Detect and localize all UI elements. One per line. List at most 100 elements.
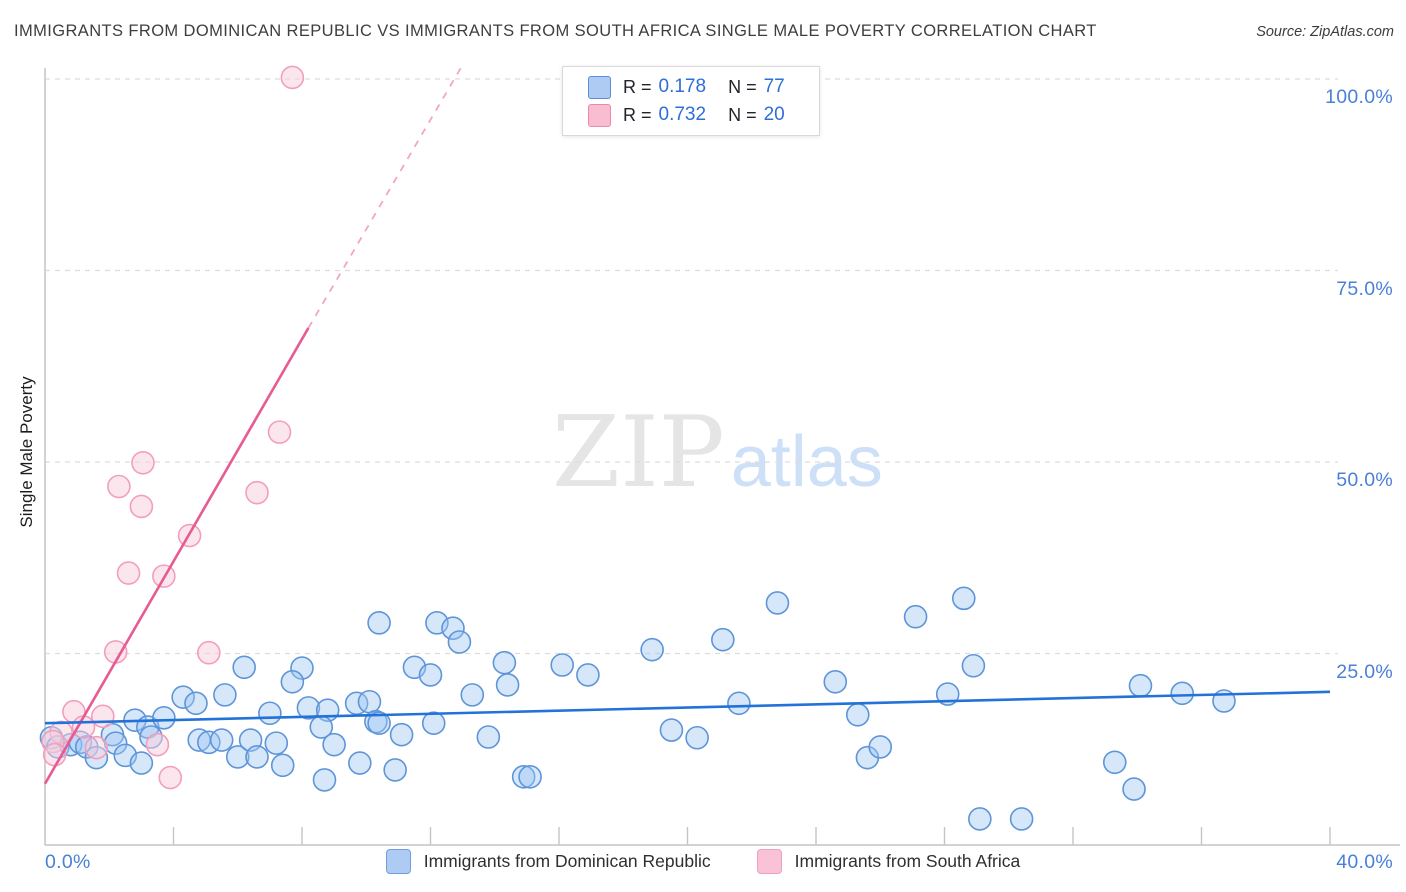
scatter-point-dominican-republic — [903, 604, 928, 629]
scatter-point-dominican-republic — [348, 751, 372, 775]
blue-trend-line — [44, 690, 1331, 725]
scatter-point-dominican-republic — [951, 586, 976, 611]
scatter-point-dominican-republic — [296, 696, 321, 720]
r-value: 0.178 — [658, 76, 707, 97]
source-attribution: Source: ZipAtlas.com — [1256, 24, 1394, 40]
n-value: 20 — [763, 104, 785, 125]
scatter-point-dominican-republic — [232, 655, 256, 680]
scatter-point-dominican-republic — [280, 670, 305, 694]
scatter-point-dominican-republic — [961, 653, 986, 678]
scatter-point-dominican-republic — [1122, 777, 1146, 801]
scatter-point-dominican-republic — [171, 685, 195, 709]
scatter-point-dominican-republic — [727, 691, 751, 716]
scatter-point-dominican-republic — [245, 745, 269, 769]
pink-trend-line — [43, 327, 310, 785]
scatter-point-dominican-republic — [322, 732, 346, 757]
r-value: 0.732 — [658, 104, 707, 125]
legend-row-dominican-republic: R = 0.178 N = 77 — [563, 75, 819, 99]
y-tick-label: 50.0% — [1336, 469, 1393, 491]
y-tick-label: 75.0% — [1336, 277, 1393, 300]
legend-item-label: Immigrants from South Africa — [794, 851, 1021, 871]
scatter-point-dominican-republic — [367, 711, 391, 736]
n-label: N = — [728, 76, 757, 97]
n-label: N = — [728, 104, 757, 125]
scatter-point-dominican-republic — [389, 722, 414, 747]
scatter-point-dominican-republic — [1102, 750, 1127, 775]
page-title: IMMIGRANTS FROM DOMINICAN REPUBLIC VS IM… — [14, 22, 1097, 40]
scatter-point-south-africa — [280, 65, 305, 90]
scatter-point-dominican-republic — [418, 663, 443, 687]
scatter-point-south-africa — [116, 561, 141, 585]
scatter-point-dominican-republic — [129, 751, 154, 775]
scatter-point-dominican-republic — [209, 728, 234, 752]
scatter-point-dominican-republic — [460, 683, 485, 707]
scatter-point-south-africa — [158, 765, 183, 790]
scatter-point-south-africa — [131, 450, 155, 475]
scatter-point-dominican-republic — [441, 616, 465, 641]
pink-series-swatch — [588, 103, 611, 127]
scatter-point-dominican-republic — [659, 718, 684, 742]
legend-item-dominican-republic: Immigrants from Dominican Republic — [385, 849, 711, 874]
scatter-point-south-africa — [197, 640, 221, 665]
scatter-point-dominican-republic — [765, 591, 790, 615]
scatter-point-dominican-republic — [518, 765, 542, 789]
scatter-point-south-africa — [91, 704, 115, 729]
scatter-point-dominican-republic — [290, 656, 314, 680]
scatter-point-dominican-republic — [935, 682, 960, 706]
scatter-point-south-africa — [145, 732, 170, 757]
scatter-point-dominican-republic — [213, 683, 237, 707]
blue-legend-swatch — [385, 849, 411, 874]
scatter-point-dominican-republic — [357, 689, 382, 714]
y-tick-label: 25.0% — [1336, 660, 1393, 683]
scatter-point-dominican-republic — [447, 630, 472, 654]
scatter-point-dominican-republic — [576, 663, 600, 687]
scatter-point-dominican-republic — [152, 706, 176, 730]
y-tick-label: 100.0% — [1325, 86, 1393, 108]
blue-series-swatch — [588, 75, 611, 99]
scatter-point-dominican-republic — [1128, 673, 1153, 698]
series-legend: Immigrants from Dominican Republic Immig… — [0, 849, 1406, 874]
scatter-point-dominican-republic — [1170, 681, 1195, 706]
scatter-point-dominican-republic — [550, 653, 575, 677]
scatter-point-dominican-republic — [685, 725, 709, 750]
scatter-point-dominican-republic — [383, 758, 407, 782]
x-axis-min-label: 0.0% — [45, 851, 91, 873]
scatter-point-south-africa — [245, 480, 269, 505]
x-axis-max-label: 40.0% — [1336, 851, 1393, 873]
scatter-point-dominican-republic — [968, 807, 992, 831]
pink-legend-swatch — [756, 849, 782, 874]
r-label: R = — [623, 104, 652, 125]
scatter-point-dominican-republic — [640, 637, 664, 662]
legend-item-south-africa: Immigrants from South Africa — [756, 849, 1021, 874]
scatter-point-dominican-republic — [845, 702, 870, 727]
scatter-point-dominican-republic — [492, 650, 517, 675]
scatter-point-dominican-republic — [1009, 807, 1034, 831]
scatter-point-dominican-republic — [511, 765, 536, 789]
scatter-point-dominican-republic — [421, 711, 446, 736]
scatter-point-dominican-republic — [312, 768, 337, 792]
scatter-point-dominican-republic — [264, 731, 289, 755]
scatter-point-dominican-republic — [868, 735, 893, 759]
scatter-point-south-africa — [129, 494, 154, 519]
scatter-point-dominican-republic — [258, 701, 282, 726]
legend-item-label: Immigrants from Dominican Republic — [423, 851, 711, 871]
correlation-legend-box: R = 0.178 N = 77 R = 0.732 N = 20 — [562, 66, 820, 136]
scatter-point-dominican-republic — [711, 627, 735, 652]
scatter-point-dominican-republic — [495, 673, 520, 697]
scatter-point-dominican-republic — [225, 745, 250, 769]
scatter-point-south-africa — [267, 420, 292, 444]
y-axis-title: Single Male Poverty — [17, 376, 36, 528]
scatter-point-south-africa — [84, 735, 109, 760]
scatter-point-south-africa — [107, 474, 131, 499]
n-value: 77 — [763, 76, 785, 97]
scatter-point-dominican-republic — [184, 691, 208, 716]
scatter-point-dominican-republic — [367, 611, 391, 635]
pink-trend-line-extension — [307, 61, 466, 329]
scatter-point-dominican-republic — [476, 725, 501, 749]
legend-row-south-africa: R = 0.732 N = 20 — [563, 103, 819, 127]
scatter-point-dominican-republic — [270, 753, 295, 778]
scatter-point-dominican-republic — [823, 670, 848, 694]
r-label: R = — [623, 76, 652, 97]
